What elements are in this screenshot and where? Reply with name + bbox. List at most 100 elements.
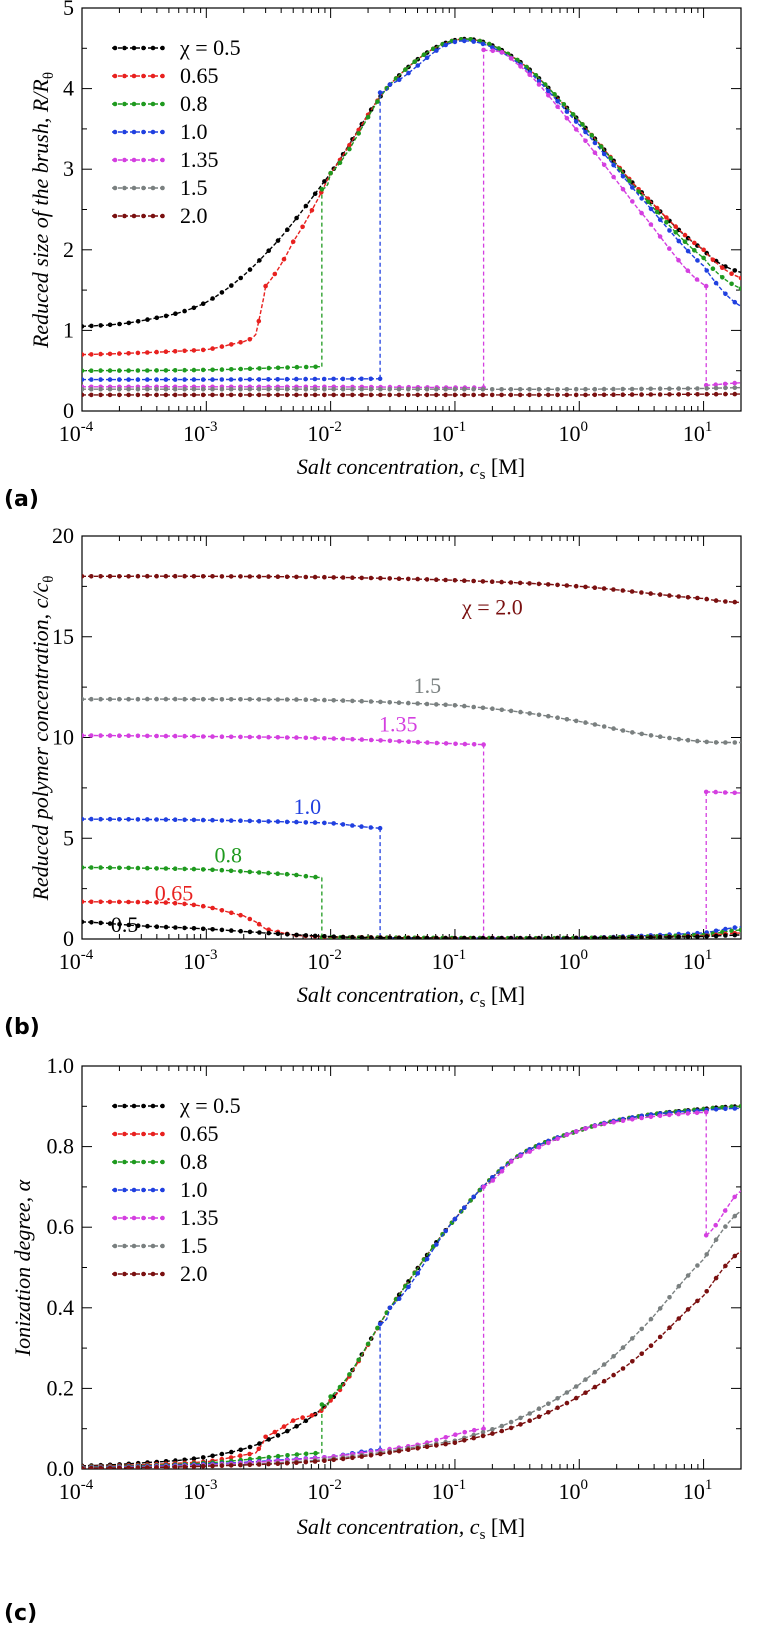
data-point	[256, 392, 262, 398]
data-point	[536, 82, 542, 87]
data-point	[452, 392, 458, 398]
data-point	[281, 1424, 287, 1429]
data-point	[135, 1465, 141, 1469]
x-tick-exponent: -4	[81, 1477, 94, 1493]
data-point	[266, 930, 272, 936]
data-point	[412, 59, 418, 64]
data-point	[312, 933, 318, 939]
legend-item: 1.35	[112, 1205, 219, 1230]
inline-labels-b: χ = 2.0 1.5 1.35 1.0 0.8 0.65 0.5	[111, 595, 523, 937]
legend-marker	[122, 1159, 127, 1165]
data-point	[228, 734, 234, 740]
data-point	[350, 392, 355, 398]
data-point	[247, 392, 253, 398]
data-point	[415, 576, 421, 582]
data-point	[350, 698, 355, 704]
data-point	[720, 265, 725, 271]
data-point	[564, 1400, 570, 1406]
data-point	[340, 376, 346, 382]
data-point	[630, 1117, 635, 1122]
data-point	[508, 708, 514, 714]
data-point	[238, 340, 243, 345]
data-point	[154, 573, 159, 579]
data-point	[89, 1465, 94, 1469]
legend-item: 1.35	[112, 147, 219, 172]
data-point	[462, 935, 467, 939]
legend-item: 1.5	[112, 175, 208, 200]
data-point	[135, 392, 141, 398]
inline-label: 1.0	[294, 794, 322, 819]
data-point	[228, 1455, 234, 1460]
legend-marker	[112, 1103, 118, 1109]
data-point	[117, 377, 122, 382]
data-point	[527, 711, 532, 716]
data-point	[98, 392, 103, 398]
data-point	[545, 935, 551, 939]
data-point	[247, 377, 253, 382]
data-point	[471, 1194, 477, 1200]
data-point	[732, 599, 738, 605]
data-point	[312, 392, 318, 398]
data-point	[536, 1406, 542, 1411]
data-point	[406, 700, 411, 706]
legend-item: 2.0	[112, 203, 208, 228]
legend-marker	[112, 1187, 118, 1193]
data-point	[126, 817, 131, 822]
legend-marker	[131, 157, 137, 163]
data-point	[620, 392, 626, 398]
data-point	[263, 1434, 268, 1440]
data-point	[629, 392, 635, 397]
data-point	[145, 865, 150, 871]
data-point	[210, 386, 215, 392]
data-point	[172, 696, 178, 702]
legend-marker	[122, 1187, 127, 1193]
data-point	[163, 924, 169, 930]
data-point	[573, 583, 579, 589]
x-tick-base: 10	[59, 1479, 81, 1504]
data-point	[331, 821, 337, 826]
legend-marker	[112, 1131, 118, 1137]
data-point	[163, 1464, 169, 1469]
data-point	[611, 174, 616, 180]
data-point	[359, 392, 365, 398]
data-point	[347, 146, 352, 152]
data-point	[620, 174, 626, 179]
data-point	[685, 268, 691, 274]
plot-area-b	[82, 573, 741, 939]
data-point	[685, 1273, 691, 1278]
data-point	[229, 342, 234, 347]
data-point	[82, 696, 85, 702]
data-point	[98, 377, 103, 382]
data-point	[135, 817, 141, 822]
x-tick-label: 10-2	[307, 947, 342, 974]
x-tick-exponent: -4	[81, 419, 94, 435]
data-point	[312, 386, 318, 392]
data-point	[536, 392, 542, 398]
data-point	[630, 199, 635, 204]
data-point	[191, 392, 197, 398]
data-point	[312, 191, 318, 196]
data-point	[303, 203, 309, 209]
data-point	[704, 934, 709, 939]
data-point	[290, 1418, 296, 1423]
data-point	[275, 1461, 281, 1466]
data-point	[163, 900, 169, 905]
data-point	[639, 386, 644, 392]
data-point	[508, 580, 514, 585]
ylabel-c: Ionization degree, α	[10, 1179, 35, 1357]
data-point	[172, 368, 178, 373]
data-point	[247, 916, 253, 922]
data-point	[583, 386, 588, 392]
data-point	[552, 92, 557, 97]
data-point	[377, 376, 383, 382]
data-point	[107, 322, 113, 328]
data-point	[172, 349, 178, 354]
data-point	[620, 1345, 626, 1350]
data-point	[331, 934, 337, 939]
data-point	[527, 935, 532, 939]
data-point	[172, 392, 178, 398]
data-point	[322, 392, 327, 398]
data-point	[117, 351, 122, 356]
data-point	[200, 392, 206, 398]
data-point	[573, 127, 579, 132]
